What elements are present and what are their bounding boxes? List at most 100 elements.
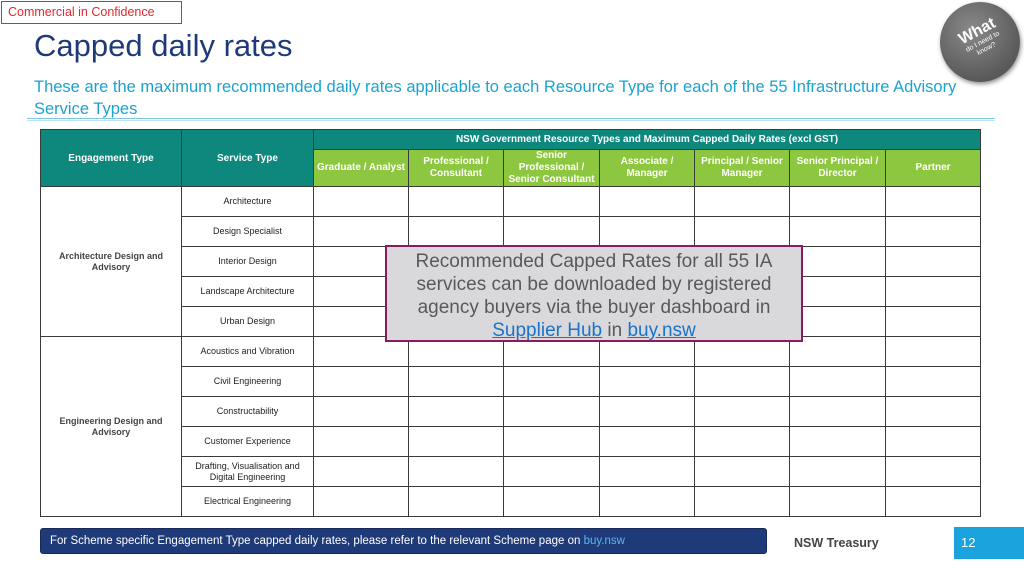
rate-cell: [408, 366, 504, 397]
supplier-hub-link[interactable]: Supplier Hub: [492, 320, 603, 341]
scheme-note-text: For Scheme specific Engagement Type capp…: [50, 535, 584, 547]
rate-cell: [313, 456, 409, 487]
service-type-cell: Drafting, Visualisation and Digital Engi…: [181, 456, 314, 487]
rate-cell: [789, 186, 886, 217]
resource-type-header: Associate / Manager: [599, 149, 695, 187]
rate-cell: [884, 396, 982, 427]
table-row: Architecture Design and Advisory Architec…: [40, 186, 982, 337]
service-type-cell: Interior Design: [181, 246, 314, 277]
rate-cell: [313, 216, 409, 247]
engagement-type-header: Engagement Type: [40, 129, 182, 187]
rate-cell: [789, 366, 886, 397]
resource-type-header: Senior Principal / Director: [789, 149, 886, 187]
rate-cell: [694, 396, 790, 427]
resource-type-header: Graduate / Analyst: [313, 149, 409, 187]
rate-cell: [884, 306, 982, 337]
rate-cell: [599, 186, 695, 217]
table-row: Electrical Engineering: [41, 486, 982, 517]
service-type-cell: Electrical Engineering: [181, 486, 314, 517]
rate-cell: [789, 276, 886, 307]
rates-table-body: Architecture Design and Advisory Architec…: [40, 186, 982, 517]
table-row: Design Specialist: [41, 216, 982, 247]
rate-cell: [599, 426, 695, 457]
rate-cell: [884, 486, 982, 517]
service-type-cell: Design Specialist: [181, 216, 314, 247]
rate-cell: [408, 216, 504, 247]
rate-cell: [408, 456, 504, 487]
table-row: Constructability: [41, 396, 982, 427]
rate-cell: [884, 246, 982, 277]
rate-cell: [503, 186, 600, 217]
rate-cell: [503, 456, 600, 487]
rate-cell: [503, 426, 600, 457]
rate-cell: [313, 366, 409, 397]
rate-cell: [789, 396, 886, 427]
service-type-header: Service Type: [181, 129, 314, 187]
page-subtitle: These are the maximum recommended daily …: [34, 78, 957, 118]
rate-cell: [884, 216, 982, 247]
rate-cell: [599, 366, 695, 397]
rate-cell: [313, 426, 409, 457]
title-divider: [27, 118, 995, 121]
table-row: Engineering Design and Advisory Acoustics…: [40, 336, 982, 517]
rate-cell: [789, 306, 886, 337]
rate-cell: [694, 366, 790, 397]
rate-cell: [694, 186, 790, 217]
confidentiality-label: Commercial in Confidence: [1, 1, 182, 24]
rate-cell: [503, 396, 600, 427]
rate-cell: [789, 456, 886, 487]
page-title: Capped daily rates: [34, 28, 293, 63]
table-row: Drafting, Visualisation and Digital Engi…: [41, 456, 982, 487]
service-type-cell: Customer Experience: [181, 426, 314, 457]
service-type-cell: Constructability: [181, 396, 314, 427]
rate-cell: [789, 426, 886, 457]
organisation-name: NSW Treasury: [794, 536, 879, 550]
service-type-cell: Landscape Architecture: [181, 276, 314, 307]
rate-cell: [884, 426, 982, 457]
capped-rates-table: Engagement Type Service Type NSW Governm…: [40, 129, 982, 517]
rate-cell: [408, 186, 504, 217]
service-type-cell: Architecture: [181, 186, 314, 217]
table-row: Civil Engineering: [41, 366, 982, 397]
engagement-type-cell: Engineering Design and Advisory: [40, 336, 182, 517]
rate-cell: [313, 396, 409, 427]
rate-cell: [599, 486, 695, 517]
buy-nsw-link[interactable]: buy.nsw: [627, 320, 696, 341]
rate-cell: [789, 486, 886, 517]
rate-cell: [503, 366, 600, 397]
rate-cell: [503, 216, 600, 247]
rate-cell: [599, 456, 695, 487]
resource-type-header: Senior Professional / Senior Consultant: [503, 149, 600, 187]
rate-cell: [313, 186, 409, 217]
rate-cell: [694, 426, 790, 457]
rate-cell: [599, 396, 695, 427]
rate-cell: [789, 216, 886, 247]
rate-cell: [789, 336, 886, 367]
callout-joiner: in: [602, 320, 628, 341]
rate-cell: [789, 246, 886, 277]
rate-cell: [599, 216, 695, 247]
what-do-i-need-to-know-badge: What do I need to know?: [940, 2, 1020, 82]
service-type-cell: Civil Engineering: [181, 366, 314, 397]
resource-types-group-header: NSW Government Resource Types and Maximu…: [312, 129, 982, 150]
rate-cell: [503, 486, 600, 517]
page-number: 12: [954, 527, 1024, 559]
service-type-cell: Acoustics and Vibration: [181, 336, 314, 367]
rate-cell: [694, 216, 790, 247]
rate-cell: [313, 486, 409, 517]
rate-cell: [694, 486, 790, 517]
rate-cell: [408, 396, 504, 427]
rate-cell: [694, 456, 790, 487]
download-rates-callout: Recommended Capped Rates for all 55 IA s…: [385, 245, 803, 342]
resource-type-header: Partner: [884, 149, 982, 187]
table-row: Customer Experience: [41, 426, 982, 457]
service-type-cell: Urban Design: [181, 306, 314, 337]
scheme-buy-nsw-link[interactable]: buy.nsw: [583, 535, 625, 547]
rate-cell: [884, 186, 982, 217]
callout-text: Recommended Capped Rates for all 55 IA s…: [415, 251, 773, 318]
rate-cell: [884, 366, 982, 397]
rate-cell: [884, 276, 982, 307]
rate-cell: [408, 486, 504, 517]
rate-cell: [408, 426, 504, 457]
rate-cell: [884, 456, 982, 487]
